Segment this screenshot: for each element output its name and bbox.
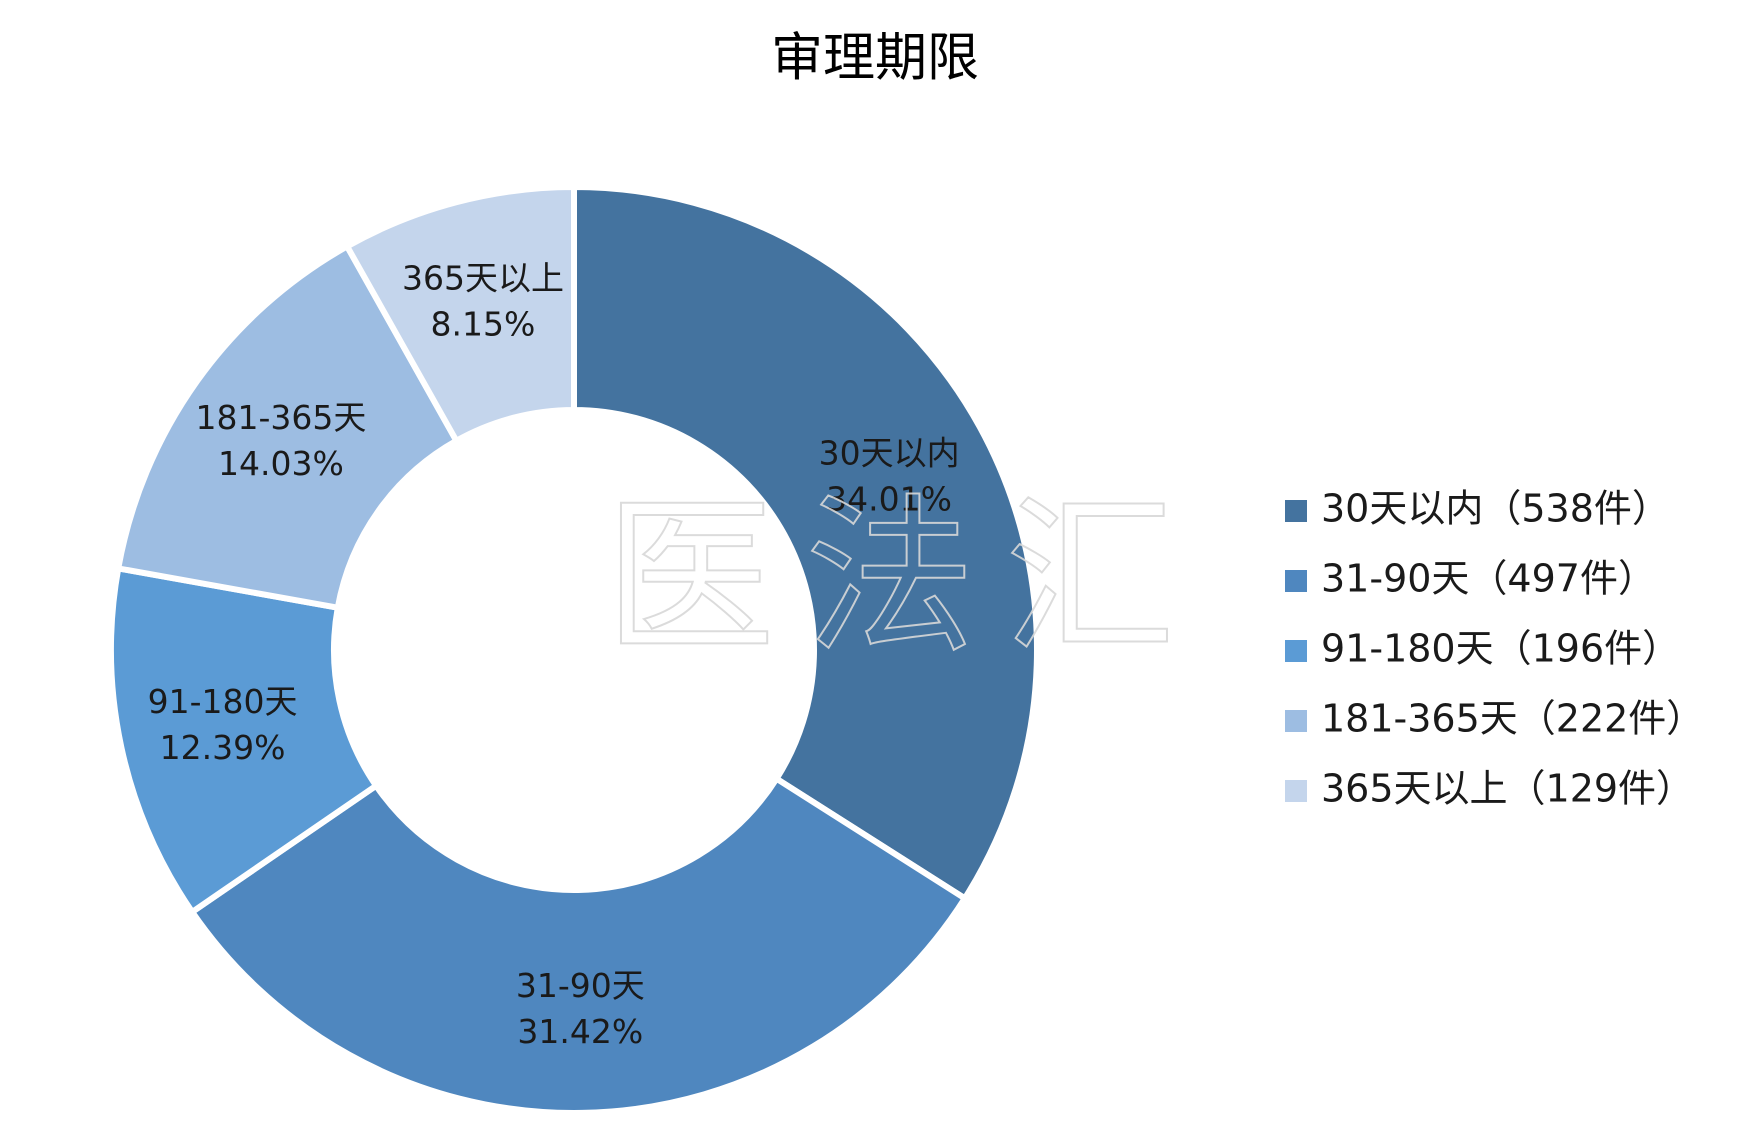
legend-swatch: [1285, 500, 1307, 522]
legend-label: 181-365天（222件）: [1321, 697, 1704, 741]
legend-label: 91-180天（196件）: [1321, 627, 1680, 671]
legend-label: 365天以上（129件）: [1321, 767, 1694, 811]
data-label: 31.42%: [517, 1012, 643, 1051]
legend-label: 30天以内（538件）: [1321, 487, 1670, 531]
watermark: 医法汇: [605, 479, 1205, 677]
data-label-category: 365天以上: [402, 259, 564, 298]
data-label-category: 181-365天: [196, 398, 367, 437]
donut-slice: [571, 183, 1040, 903]
legend-swatch: [1285, 570, 1307, 592]
data-label: 12.39%: [160, 728, 286, 767]
donut-slice: [108, 564, 381, 917]
data-label: 14.03%: [218, 444, 344, 483]
data-label-category: 30天以内: [819, 433, 960, 472]
data-label-category: 91-180天: [148, 682, 298, 721]
legend-swatch: [1285, 710, 1307, 732]
legend-label: 31-90天（497件）: [1321, 557, 1656, 601]
data-label: 8.15%: [431, 305, 536, 344]
data-label: 34.01%: [826, 479, 952, 518]
donut-slice: [188, 774, 969, 1116]
donut-slice: [343, 183, 577, 445]
donut-slice: [114, 242, 461, 612]
legend-swatch: [1285, 640, 1307, 662]
data-label-category: 31-90天: [516, 966, 645, 1005]
legend-swatch: [1285, 780, 1307, 802]
chart-title: 审理期限: [771, 29, 979, 89]
